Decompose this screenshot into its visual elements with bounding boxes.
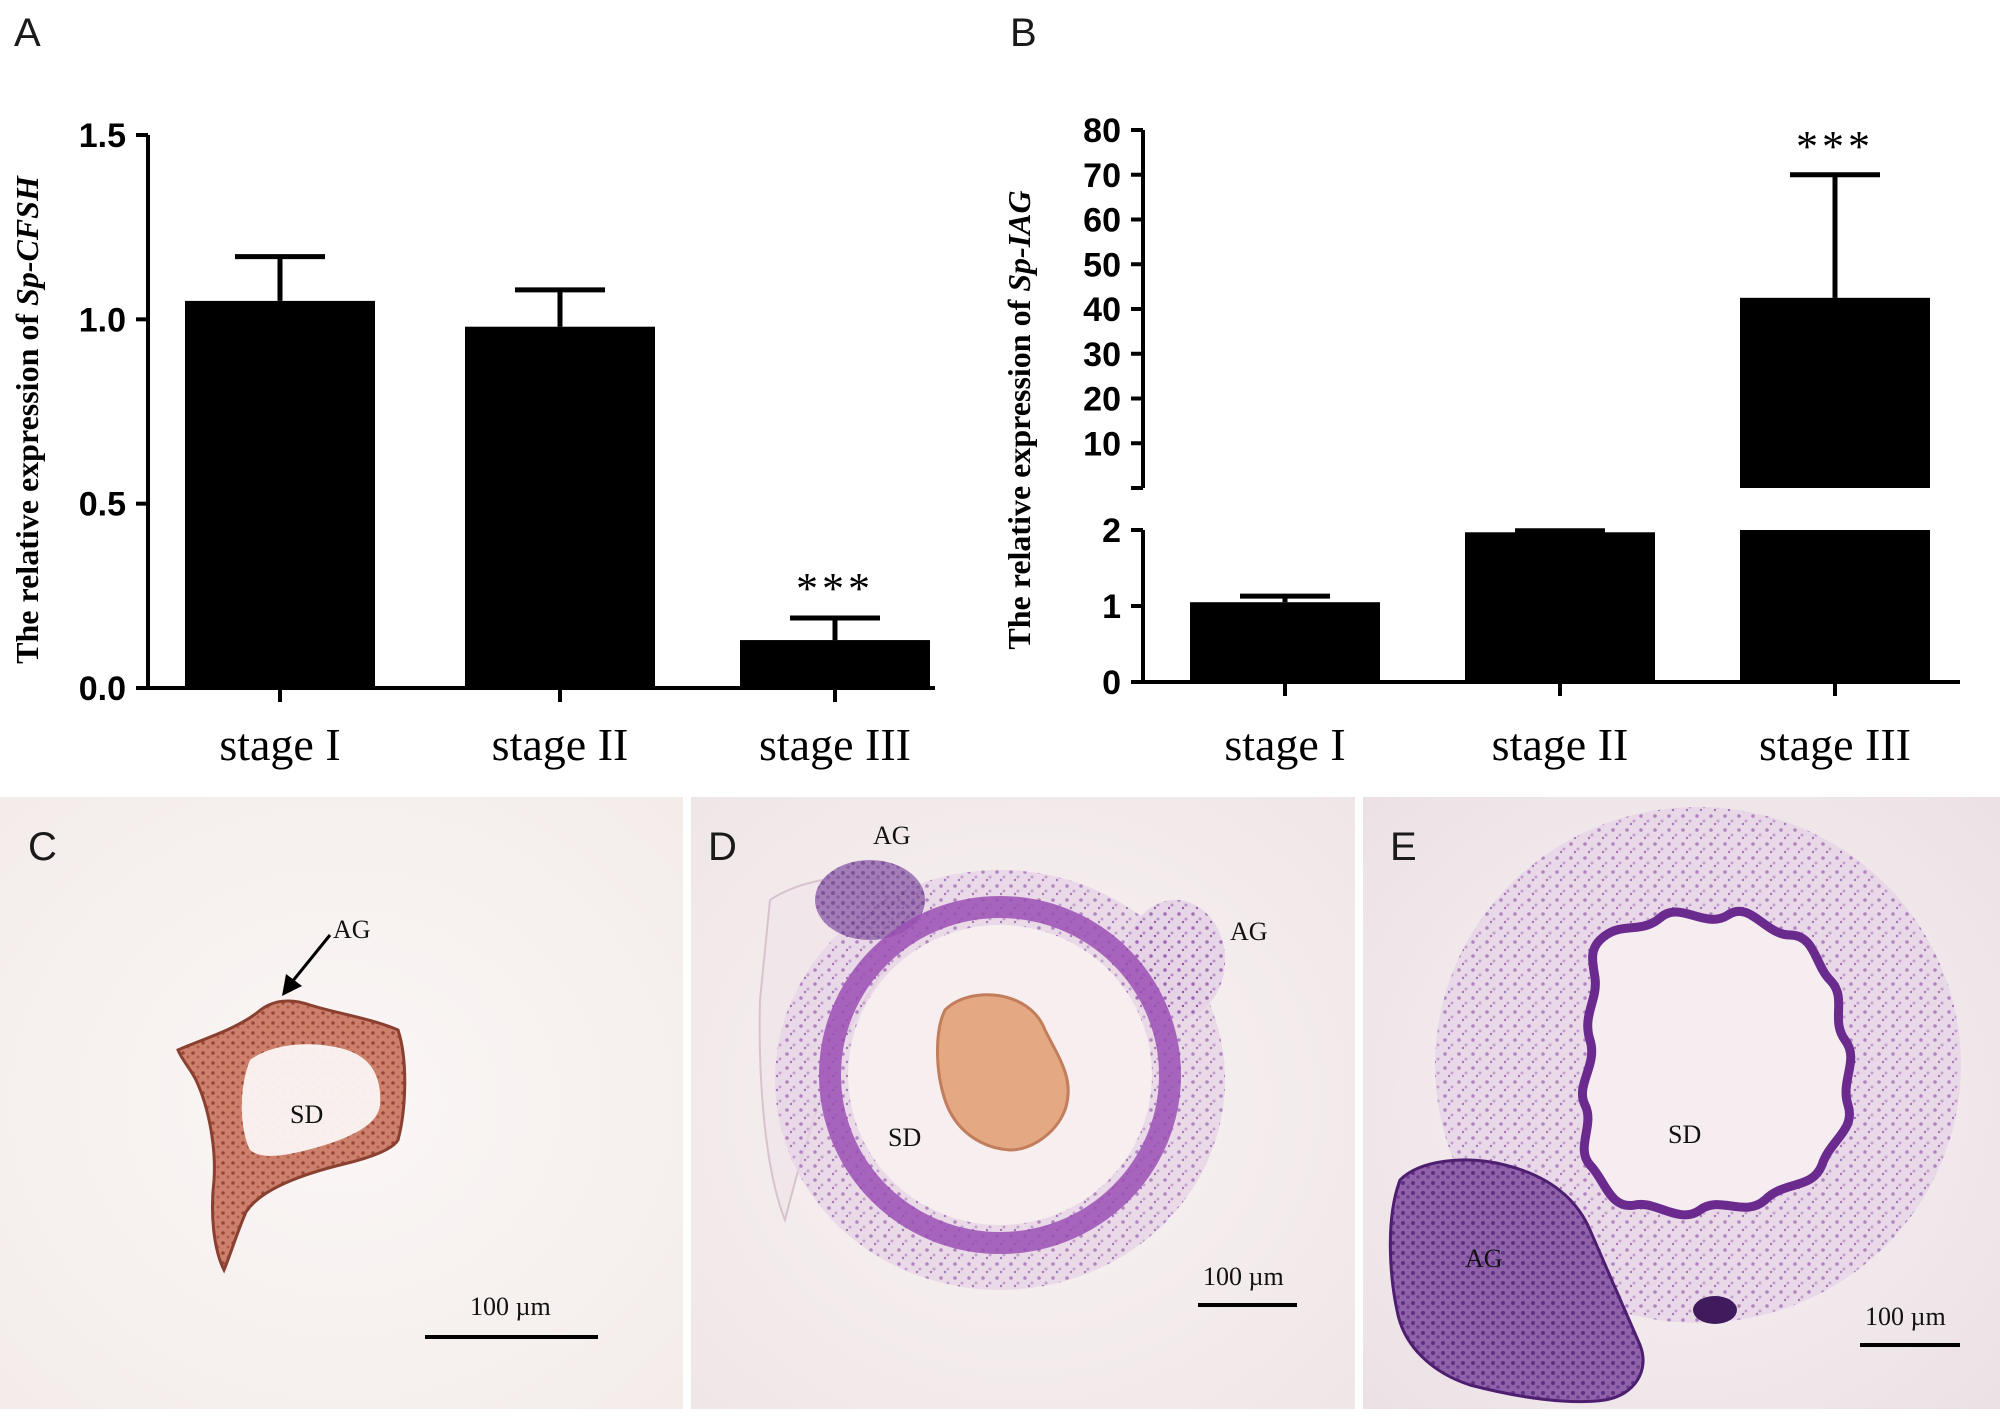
x-tick-label: stage II [492, 719, 629, 770]
tissue-fragment [1693, 1296, 1737, 1324]
y-tick-label: 1.5 [79, 117, 126, 155]
panel-label-e: E [1390, 825, 1417, 869]
x-tick-label: stage III [759, 719, 911, 770]
scale-bar-label: 100 µm [1865, 1302, 1946, 1331]
y-tick-label: 1.0 [79, 301, 126, 339]
x-tick-label: stage II [1492, 719, 1629, 770]
bar-lower-segment [1740, 530, 1930, 682]
bar [465, 326, 655, 688]
chart-b: The relative expression of Sp-IAG 102030… [1001, 112, 1960, 770]
y-tick-label: 0.5 [79, 486, 126, 524]
y-tick-label: 30 [1083, 336, 1121, 374]
scale-bar-label: 100 µm [470, 1292, 551, 1321]
significance-label: *** [796, 564, 874, 613]
label-sd: SD [290, 1100, 323, 1129]
significance-label: *** [1796, 122, 1874, 171]
label-sd: SD [1668, 1120, 1701, 1149]
y-axis-label: The relative expression of Sp-IAG [1001, 190, 1037, 649]
panel-label-a: A [14, 11, 41, 55]
y-tick-label: 50 [1083, 246, 1121, 284]
androgenic-gland-cluster [1125, 900, 1225, 1020]
micrograph-c: C AG SD 100 µm [0, 797, 683, 1409]
y-tick-label: 1 [1102, 588, 1121, 626]
y-tick-label: 0 [1102, 664, 1121, 702]
y-tick-label: 40 [1083, 291, 1121, 329]
seminal-duct-lumen [241, 1044, 381, 1156]
bar-upper-segment [1740, 297, 1930, 488]
micrograph-d: D AG AG SD 100 µm [691, 797, 1355, 1409]
label-ag: AG [333, 915, 371, 944]
chart-a: The relative expression of Sp-CFSH 0.0 0.… [9, 117, 935, 770]
spermatophore [936, 993, 1070, 1152]
y-tick-label: 10 [1083, 425, 1121, 463]
bar [740, 640, 930, 688]
bar [1190, 602, 1380, 682]
label-ag: AG [873, 821, 911, 850]
bar [185, 300, 375, 688]
x-tick-label: stage III [1759, 719, 1911, 770]
y-tick-label: 80 [1083, 112, 1121, 150]
y-tick-label: 2 [1102, 512, 1121, 550]
arrow-line [290, 934, 332, 983]
arrow-head [282, 974, 302, 996]
seminal-duct-epithelium [1578, 906, 1856, 1220]
panel-label-b: B [1010, 11, 1037, 55]
panel-label-d: D [708, 825, 737, 869]
panel-label-c: C [28, 825, 57, 869]
label-ag: AG [1465, 1244, 1503, 1273]
x-tick-label: stage I [1224, 719, 1345, 770]
label-sd: SD [888, 1123, 921, 1152]
label-ag: AG [1230, 917, 1268, 946]
seminal-duct-epithelium [819, 896, 1181, 1254]
y-tick-label: 60 [1083, 202, 1121, 240]
y-axis-label: The relative expression of Sp-CFSH [9, 175, 45, 664]
bar [1465, 532, 1655, 682]
androgenic-gland [1388, 1158, 1645, 1404]
androgenic-gland-cluster [815, 860, 925, 940]
x-tick-label: stage I [219, 719, 340, 770]
y-tick-label: 20 [1083, 381, 1121, 419]
y-tick-label: 70 [1083, 157, 1121, 195]
y-tick-label: 0.0 [79, 670, 126, 708]
scale-bar-label: 100 µm [1203, 1262, 1284, 1291]
micrograph-e: E AG SD 100 µm [1363, 797, 2000, 1409]
